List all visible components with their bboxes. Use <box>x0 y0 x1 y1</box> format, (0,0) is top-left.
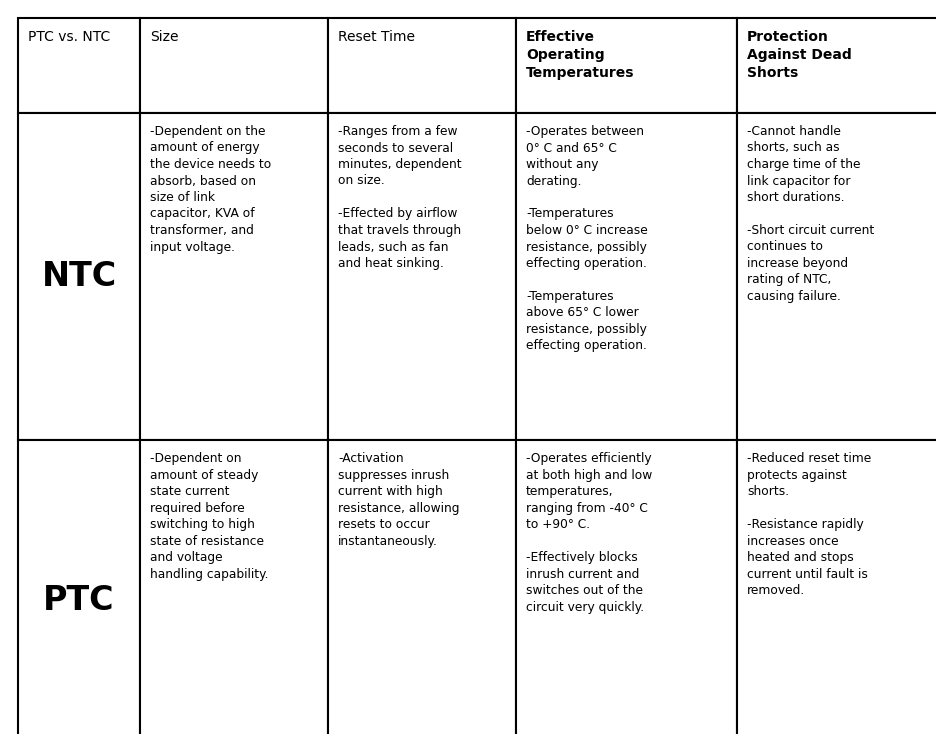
Bar <box>140 18 328 113</box>
Bar <box>737 440 936 734</box>
Text: Reset Time: Reset Time <box>338 30 415 44</box>
Text: -Dependent on
amount of steady
state current
required before
switching to high
s: -Dependent on amount of steady state cur… <box>150 452 269 581</box>
Bar <box>328 440 516 734</box>
Text: -Ranges from a few
seconds to several
minutes, dependent
on size.

-Effected by : -Ranges from a few seconds to several mi… <box>338 125 461 270</box>
Text: PTC: PTC <box>43 584 115 617</box>
Text: NTC: NTC <box>41 260 117 293</box>
Text: -Operates between
0° C and 65° C
without any
derating.

-Temperatures
below 0° C: -Operates between 0° C and 65° C without… <box>526 125 648 352</box>
Text: Protection
Against Dead
Shorts: Protection Against Dead Shorts <box>747 30 852 80</box>
Bar <box>18 18 140 113</box>
Text: -Cannot handle
shorts, such as
charge time of the
link capacitor for
short durat: -Cannot handle shorts, such as charge ti… <box>747 125 874 303</box>
Bar <box>328 18 516 113</box>
Text: -Activation
suppresses inrush
current with high
resistance, allowing
resets to o: -Activation suppresses inrush current wi… <box>338 452 460 548</box>
Bar <box>18 113 140 440</box>
Bar <box>140 113 328 440</box>
Text: Effective
Operating
Temperatures: Effective Operating Temperatures <box>526 30 635 80</box>
Bar <box>18 440 140 734</box>
Text: -Reduced reset time
protects against
shorts.

-Resistance rapidly
increases once: -Reduced reset time protects against sho… <box>747 452 871 597</box>
Bar <box>516 113 737 440</box>
Bar <box>140 440 328 734</box>
Bar <box>516 440 737 734</box>
Bar <box>737 113 936 440</box>
Bar <box>328 113 516 440</box>
Text: -Operates efficiently
at both high and low
temperatures,
ranging from -40° C
to : -Operates efficiently at both high and l… <box>526 452 652 614</box>
Text: -Dependent on the
amount of energy
the device needs to
absorb, based on
size of : -Dependent on the amount of energy the d… <box>150 125 271 253</box>
Bar <box>516 18 737 113</box>
Bar <box>737 18 936 113</box>
Text: Size: Size <box>150 30 179 44</box>
Text: PTC vs. NTC: PTC vs. NTC <box>28 30 110 44</box>
